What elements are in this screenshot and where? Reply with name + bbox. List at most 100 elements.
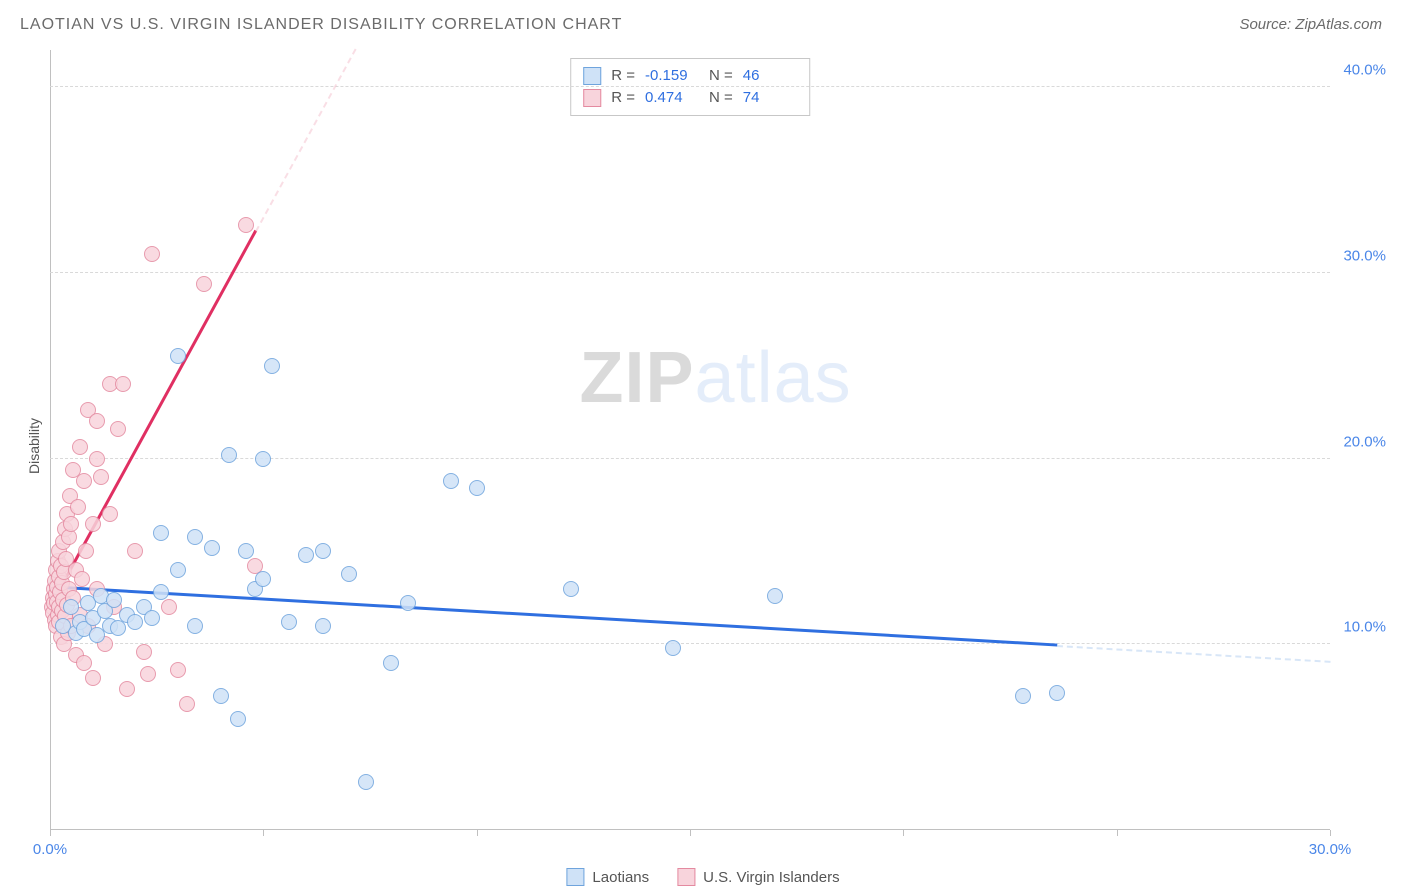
watermark-zip: ZIP bbox=[580, 338, 695, 418]
data-point bbox=[255, 451, 271, 467]
data-point bbox=[78, 543, 94, 559]
legend-swatch bbox=[583, 67, 601, 85]
data-point bbox=[85, 516, 101, 532]
x-tick-mark bbox=[690, 830, 691, 836]
series-legend: Laotians U.S. Virgin Islanders bbox=[566, 868, 839, 886]
data-point bbox=[93, 469, 109, 485]
legend-item: Laotians bbox=[566, 868, 649, 886]
data-point bbox=[298, 547, 314, 563]
data-point bbox=[127, 614, 143, 630]
data-point bbox=[767, 588, 783, 604]
data-point bbox=[127, 543, 143, 559]
data-point bbox=[161, 599, 177, 615]
y-axis-label: Disability bbox=[26, 418, 42, 474]
data-point bbox=[70, 499, 86, 515]
y-tick-label: 40.0% bbox=[1343, 62, 1386, 79]
n-label: N = bbox=[709, 65, 733, 87]
y-tick-label: 10.0% bbox=[1343, 619, 1386, 636]
data-point bbox=[85, 670, 101, 686]
r-label: R = bbox=[611, 87, 635, 109]
data-point bbox=[187, 529, 203, 545]
x-tick-mark bbox=[50, 830, 51, 836]
data-point bbox=[563, 581, 579, 597]
data-point bbox=[315, 618, 331, 634]
gridline bbox=[50, 86, 1330, 87]
x-tick-mark bbox=[1117, 830, 1118, 836]
x-tick-mark bbox=[477, 830, 478, 836]
data-point bbox=[153, 525, 169, 541]
data-point bbox=[187, 618, 203, 634]
correlation-row: R = -0.159 N = 46 bbox=[583, 65, 797, 87]
data-point bbox=[119, 681, 135, 697]
data-point bbox=[106, 592, 122, 608]
r-value: -0.159 bbox=[645, 65, 699, 87]
legend-label: U.S. Virgin Islanders bbox=[703, 869, 839, 886]
data-point bbox=[170, 562, 186, 578]
data-point bbox=[665, 640, 681, 656]
data-point bbox=[230, 711, 246, 727]
x-tick-label: 0.0% bbox=[33, 841, 67, 858]
data-point bbox=[102, 506, 118, 522]
data-point bbox=[315, 543, 331, 559]
data-point bbox=[1015, 688, 1031, 704]
data-point bbox=[383, 655, 399, 671]
x-tick-mark bbox=[903, 830, 904, 836]
data-point bbox=[89, 451, 105, 467]
legend-label: Laotians bbox=[592, 869, 649, 886]
y-tick-label: 20.0% bbox=[1343, 433, 1386, 450]
data-point bbox=[469, 480, 485, 496]
watermark: ZIPatlas bbox=[580, 337, 852, 419]
y-axis-line bbox=[50, 50, 51, 830]
gridline bbox=[50, 643, 1330, 644]
data-point bbox=[400, 595, 416, 611]
data-point bbox=[179, 696, 195, 712]
source-attribution: Source: ZipAtlas.com bbox=[1239, 16, 1382, 33]
n-value: 46 bbox=[743, 65, 797, 87]
data-point bbox=[170, 662, 186, 678]
scatter-plot: ZIPatlas R =-0.159N =46R =0.474N =74 10.… bbox=[50, 50, 1330, 830]
data-point bbox=[63, 599, 79, 615]
y-tick-label: 30.0% bbox=[1343, 247, 1386, 264]
data-point bbox=[74, 571, 90, 587]
data-point bbox=[76, 655, 92, 671]
data-point bbox=[238, 217, 254, 233]
data-point bbox=[63, 516, 79, 532]
data-point bbox=[170, 348, 186, 364]
n-value: 74 bbox=[743, 87, 797, 109]
data-point bbox=[264, 358, 280, 374]
x-tick-mark bbox=[263, 830, 264, 836]
data-point bbox=[140, 666, 156, 682]
data-point bbox=[115, 376, 131, 392]
legend-swatch bbox=[566, 868, 584, 886]
trendline bbox=[63, 586, 1057, 647]
data-point bbox=[196, 276, 212, 292]
trendline bbox=[1057, 645, 1330, 663]
x-tick-mark bbox=[1330, 830, 1331, 836]
data-point bbox=[255, 571, 271, 587]
data-point bbox=[341, 566, 357, 582]
gridline bbox=[50, 458, 1330, 459]
data-point bbox=[72, 439, 88, 455]
data-point bbox=[110, 421, 126, 437]
data-point bbox=[281, 614, 297, 630]
r-label: R = bbox=[611, 65, 635, 87]
data-point bbox=[213, 688, 229, 704]
data-point bbox=[204, 540, 220, 556]
legend-item: U.S. Virgin Islanders bbox=[677, 868, 839, 886]
data-point bbox=[144, 246, 160, 262]
x-tick-label: 30.0% bbox=[1309, 841, 1352, 858]
trendline bbox=[255, 48, 357, 232]
data-point bbox=[443, 473, 459, 489]
data-point bbox=[136, 644, 152, 660]
data-point bbox=[358, 774, 374, 790]
data-point bbox=[221, 447, 237, 463]
gridline bbox=[50, 272, 1330, 273]
watermark-atlas: atlas bbox=[695, 338, 852, 418]
chart-title: LAOTIAN VS U.S. VIRGIN ISLANDER DISABILI… bbox=[20, 16, 622, 34]
legend-swatch bbox=[677, 868, 695, 886]
n-label: N = bbox=[709, 87, 733, 109]
legend-swatch bbox=[583, 89, 601, 107]
data-point bbox=[153, 584, 169, 600]
data-point bbox=[144, 610, 160, 626]
data-point bbox=[89, 413, 105, 429]
